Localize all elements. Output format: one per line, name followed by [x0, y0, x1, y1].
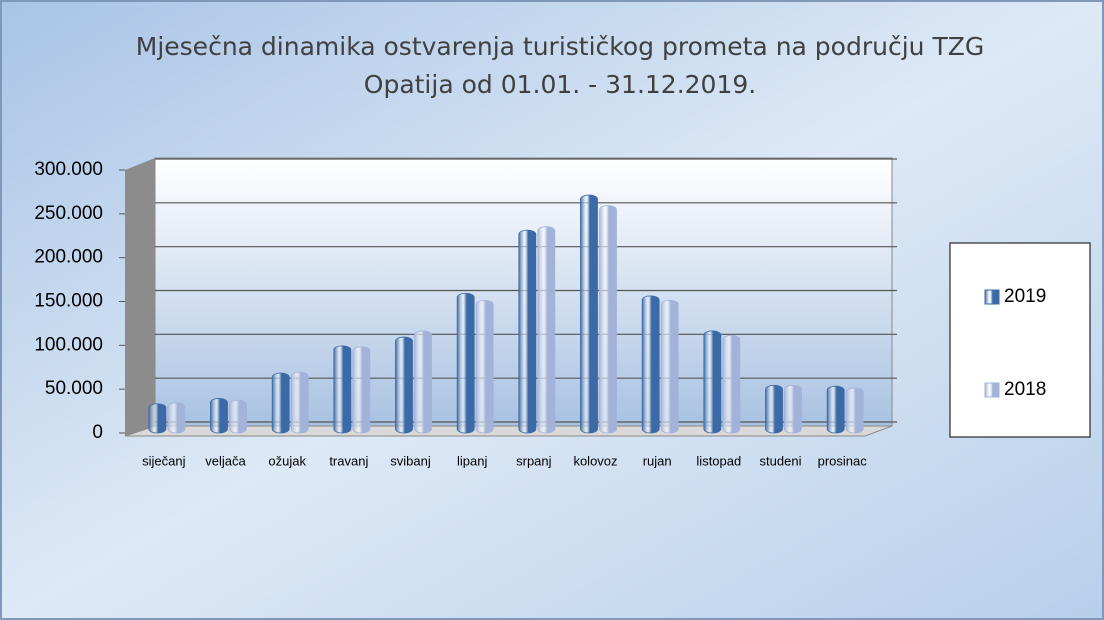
bar [518, 229, 537, 434]
bar [641, 295, 660, 434]
y-tick-label: 0 [92, 422, 103, 443]
bar [580, 194, 598, 434]
y-tick-label: 300.000 [34, 159, 103, 180]
bar [148, 403, 167, 434]
legend-swatch [984, 289, 1000, 305]
legend-label: 2019 [1004, 286, 1046, 307]
chart-title: Mjesečna dinamika ostvarenja turističkog… [136, 32, 984, 61]
bar [660, 299, 679, 434]
bar [784, 384, 802, 434]
legend-label: 2018 [1004, 379, 1046, 400]
y-tick-label: 50.000 [45, 378, 103, 399]
legend [949, 242, 1091, 438]
bar [537, 226, 556, 434]
y-tick-label: 100.000 [34, 334, 103, 355]
x-tick-label: kolovoz [573, 453, 617, 468]
bar [826, 385, 845, 434]
legend-swatch [984, 382, 1000, 398]
x-tick-label: studeni [760, 453, 802, 468]
bar [352, 346, 371, 434]
bar [475, 299, 494, 434]
bar [333, 345, 352, 434]
x-tick-label: srpanj [516, 453, 552, 468]
x-tick-label: lipanj [457, 453, 487, 468]
bar [271, 372, 290, 434]
side-wall [125, 158, 155, 436]
x-tick-label: svibanj [390, 453, 431, 468]
bar [765, 384, 783, 434]
x-tick-label: rujan [643, 453, 672, 468]
y-tick-label: 150.000 [34, 291, 103, 312]
x-tick-label: listopad [696, 453, 741, 468]
bar [210, 398, 228, 434]
bar [229, 399, 247, 434]
bar [167, 402, 186, 434]
bar [703, 330, 722, 434]
y-tick-label: 250.000 [34, 203, 103, 224]
bar [414, 330, 432, 434]
x-tick-label: veljača [205, 453, 246, 468]
x-tick-label: travanj [329, 453, 368, 468]
floor [124, 425, 893, 437]
bar [456, 292, 475, 434]
bar [395, 336, 413, 434]
bar [845, 387, 864, 434]
x-tick-label: siječanj [142, 453, 185, 468]
x-tick-label: ožujak [268, 453, 306, 468]
bar [290, 371, 309, 434]
chart-title: Opatija od 01.01. - 31.12.2019. [364, 70, 756, 99]
bar [722, 334, 741, 434]
bar [599, 205, 617, 434]
x-tick-label: prosinac [818, 453, 868, 468]
y-tick-label: 200.000 [34, 247, 103, 268]
